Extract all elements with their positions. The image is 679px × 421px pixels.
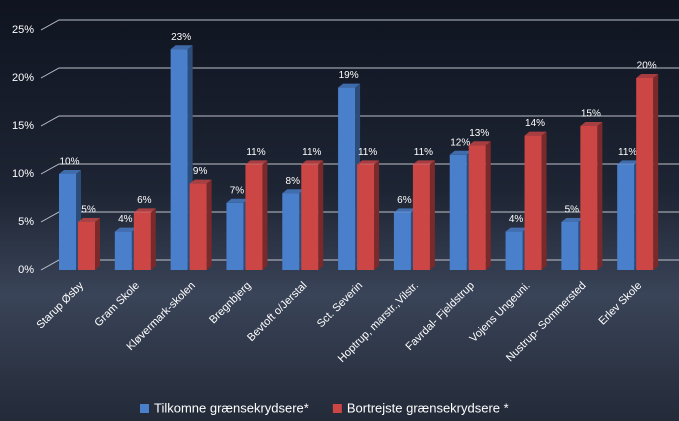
bar [580, 126, 597, 270]
y-tick-label: 10% [12, 168, 34, 180]
value-label: 20% [637, 61, 657, 72]
bar [561, 222, 578, 270]
bar-side [542, 132, 547, 270]
value-label: 23% [171, 32, 191, 43]
legend-swatch [140, 404, 149, 413]
bar [357, 164, 374, 270]
legend-label: Bortrejste grænsekrydsere * [347, 400, 509, 415]
bar [78, 222, 95, 270]
bar-side [207, 180, 212, 270]
value-label: 4% [509, 214, 524, 225]
value-label: 11% [414, 147, 433, 158]
value-label: 5% [81, 205, 96, 216]
bar [282, 193, 299, 270]
bar [301, 164, 318, 270]
bar [226, 203, 243, 270]
bar [469, 145, 486, 270]
value-label: 12% [450, 137, 470, 148]
value-label: 14% [525, 118, 545, 129]
bar-side [374, 160, 379, 270]
bar [450, 155, 467, 270]
bar [190, 184, 207, 270]
bar [506, 232, 523, 270]
bar [171, 49, 188, 270]
bar-side [597, 122, 602, 270]
y-tick-label: 0% [18, 264, 34, 276]
bar [338, 88, 355, 270]
bar [636, 78, 653, 270]
y-tick-label: 20% [12, 72, 34, 84]
value-label: 11% [302, 147, 321, 158]
bar [413, 164, 430, 270]
bar-side [95, 218, 100, 270]
bar-side [262, 160, 267, 270]
y-tick-label: 5% [18, 216, 34, 228]
legend-label: Tilkomne grænsekrydsere* [154, 400, 309, 415]
value-label: 4% [118, 214, 133, 225]
bar [525, 136, 542, 270]
bar-side [653, 74, 658, 270]
value-label: 15% [581, 109, 601, 120]
value-label: 6% [397, 195, 412, 206]
bar-side [430, 160, 435, 270]
legend-swatch [333, 404, 342, 413]
value-label: 6% [137, 195, 152, 206]
value-label: 11% [618, 147, 637, 158]
value-label: 5% [565, 205, 580, 216]
bar [617, 164, 634, 270]
value-label: 11% [246, 147, 265, 158]
value-label: 10% [59, 157, 79, 168]
value-label: 13% [469, 128, 489, 139]
bar-side [318, 160, 323, 270]
bar [134, 212, 151, 270]
bar [115, 232, 132, 270]
value-label: 19% [339, 70, 359, 81]
bar [59, 174, 76, 270]
value-label: 9% [193, 166, 208, 177]
y-tick-label: 25% [12, 24, 34, 36]
bar [245, 164, 262, 270]
bar-side [151, 208, 156, 270]
value-label: 7% [230, 185, 245, 196]
chart: 0%5%10%15%20%25%10%5%Starup Øsby4%6%Gram… [0, 0, 679, 421]
bar [394, 212, 411, 270]
value-label: 11% [358, 147, 377, 158]
bar-side [486, 141, 491, 270]
value-label: 8% [286, 176, 301, 187]
y-tick-label: 15% [12, 120, 34, 132]
